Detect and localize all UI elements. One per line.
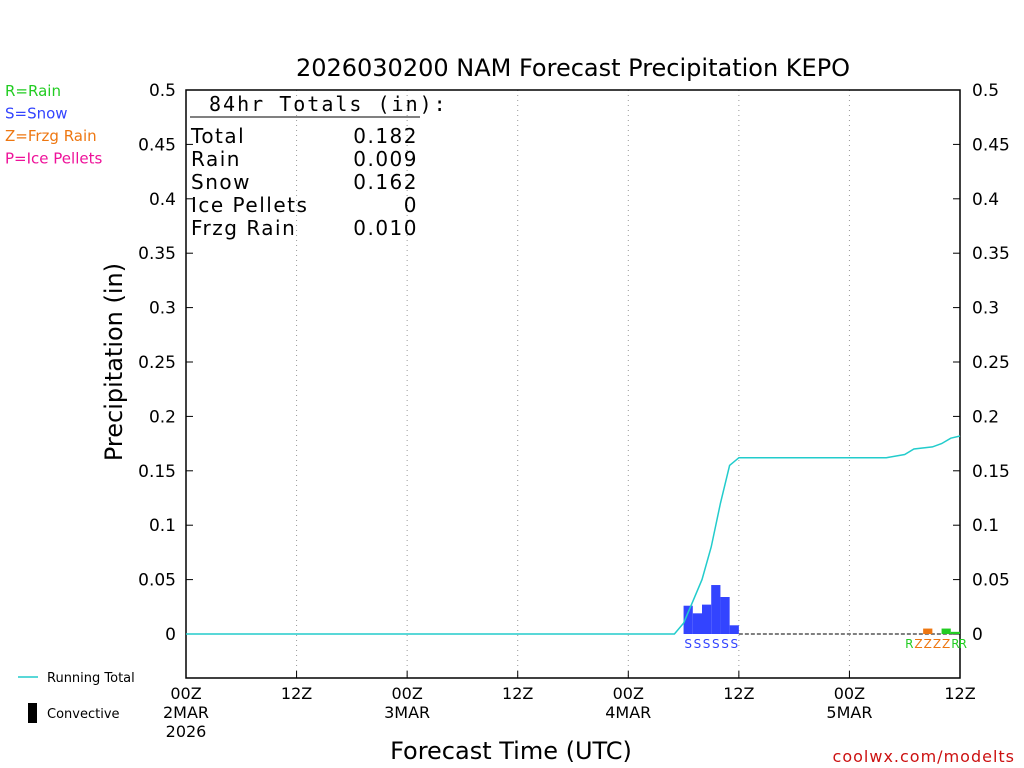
precip-type-marker: R bbox=[951, 637, 959, 651]
totals-header: 84hr Totals (in): bbox=[209, 92, 448, 116]
precip-type-marker: Z bbox=[924, 637, 932, 651]
precip-type-marker: R bbox=[905, 637, 913, 651]
type-legend-item: S=Snow bbox=[5, 105, 68, 123]
y-tick-label: 0.25 bbox=[972, 353, 1010, 373]
running-total-line bbox=[186, 435, 961, 635]
y-tick-label: 0.5 bbox=[149, 81, 176, 101]
precip-type-marker: S bbox=[721, 637, 729, 651]
y-tick-label: 0.3 bbox=[972, 299, 999, 319]
precip-bar bbox=[950, 631, 960, 634]
totals-row-label: Total bbox=[190, 124, 245, 148]
precip-bar bbox=[729, 625, 739, 634]
y-tick-label: 0.45 bbox=[138, 135, 176, 155]
y-tick-label: 0.05 bbox=[972, 571, 1010, 591]
y-axis-left: 0 0.05 0.1 0.15 0.2 0.25 0.3 0.35 0.4 0.45 0.5 bbox=[138, 81, 193, 645]
x-tick-label: 12Z bbox=[944, 684, 975, 703]
type-legend-item: P=Ice Pellets bbox=[5, 150, 102, 168]
series-legend: Running Total Convective bbox=[18, 671, 135, 723]
y-tick-label: 0.35 bbox=[972, 244, 1010, 264]
precip-bars bbox=[683, 585, 960, 634]
series-legend-label: Convective bbox=[47, 707, 120, 722]
precip-type-marker: S bbox=[694, 637, 702, 651]
chart-title: 2026030200 NAM Forecast Precipitation KE… bbox=[296, 54, 850, 82]
precip-type-marker: S bbox=[684, 637, 692, 651]
y-tick-label: 0.1 bbox=[149, 516, 176, 536]
totals-row-label: Ice Pellets bbox=[191, 193, 308, 217]
totals-row-value: 0.162 bbox=[353, 170, 418, 194]
totals-row-value: 0 bbox=[404, 193, 418, 217]
convective-swatch bbox=[28, 703, 37, 723]
x-tick-label: 12Z bbox=[502, 684, 533, 703]
x-tick-label: 4MAR bbox=[605, 703, 651, 722]
totals-row-label: Frzg Rain bbox=[191, 216, 296, 240]
precip-bar bbox=[941, 628, 951, 634]
totals-box: 84hr Totals (in): Total 0.182 Rain 0.009 Snow… bbox=[190, 92, 448, 240]
totals-row-value: 0.182 bbox=[353, 124, 418, 148]
totals-row-value: 0.009 bbox=[353, 147, 418, 171]
precip-type-marker: S bbox=[703, 637, 711, 651]
precip-type-marker: Z bbox=[942, 637, 950, 651]
x-tick-label: 00Z bbox=[613, 684, 644, 703]
type-legend-item: Z=Frzg Rain bbox=[5, 127, 97, 145]
precip-type-marker: S bbox=[712, 637, 720, 651]
x-tick-label: 2MAR bbox=[163, 703, 209, 722]
precip-bar bbox=[683, 605, 693, 634]
x-tick-label: 2026 bbox=[166, 722, 207, 741]
y-tick-label: 0.05 bbox=[138, 571, 176, 591]
x-tick-label: 12Z bbox=[723, 684, 754, 703]
x-axis-label: Forecast Time (UTC) bbox=[390, 737, 632, 765]
y-tick-label: 0.15 bbox=[972, 462, 1010, 482]
series-legend-label: Running Total bbox=[47, 671, 135, 686]
precip-type-marker: Z bbox=[933, 637, 941, 651]
y-axis-label: Precipitation (in) bbox=[100, 263, 128, 461]
precip-bar bbox=[711, 585, 721, 634]
credit-text: coolwx.com/modelts bbox=[833, 747, 1015, 766]
y-tick-label: 0.25 bbox=[138, 353, 176, 373]
grid-lines bbox=[296, 90, 850, 678]
type-legend-item: R=Rain bbox=[5, 82, 61, 100]
totals-row-label: Snow bbox=[191, 170, 251, 194]
y-tick-label: 0.35 bbox=[138, 244, 176, 264]
totals-row-value: 0.010 bbox=[353, 216, 418, 240]
y-tick-label: 0.3 bbox=[149, 299, 176, 319]
y-tick-label: 0 bbox=[165, 625, 176, 645]
y-tick-label: 0.5 bbox=[972, 81, 999, 101]
y-tick-label: 0.1 bbox=[972, 516, 999, 536]
y-tick-label: 0.2 bbox=[149, 407, 176, 427]
precip-type-marker: S bbox=[730, 637, 738, 651]
precip-type-marker: R bbox=[959, 637, 967, 651]
totals-row-label: Rain bbox=[191, 147, 241, 171]
y-tick-label: 0.45 bbox=[972, 135, 1010, 155]
x-tick-label: 3MAR bbox=[384, 703, 430, 722]
y-tick-label: 0.15 bbox=[138, 462, 176, 482]
precip-bar bbox=[923, 628, 933, 634]
x-tick-label: 00Z bbox=[391, 684, 422, 703]
y-tick-label: 0.4 bbox=[972, 190, 999, 210]
x-tick-label: 5MAR bbox=[826, 703, 872, 722]
precip-bar bbox=[720, 597, 730, 634]
precip-bar bbox=[702, 604, 712, 634]
y-tick-label: 0.4 bbox=[149, 190, 176, 210]
plot-frame bbox=[185, 89, 961, 679]
precip-type-marker: Z bbox=[914, 637, 922, 651]
x-tick-label: 00Z bbox=[170, 684, 201, 703]
precip-type-legend: R=Rain S=Snow Z=Frzg Rain P=Ice Pellets bbox=[5, 82, 102, 168]
x-tick-label: 12Z bbox=[281, 684, 312, 703]
precip-bar bbox=[692, 613, 702, 634]
y-axis-right: 0 0.05 0.1 0.15 0.2 0.25 0.3 0.35 0.4 0.45 0.5 bbox=[953, 81, 1010, 645]
x-tick-label: 00Z bbox=[834, 684, 865, 703]
y-tick-label: 0 bbox=[972, 625, 983, 645]
y-tick-label: 0.2 bbox=[972, 407, 999, 427]
